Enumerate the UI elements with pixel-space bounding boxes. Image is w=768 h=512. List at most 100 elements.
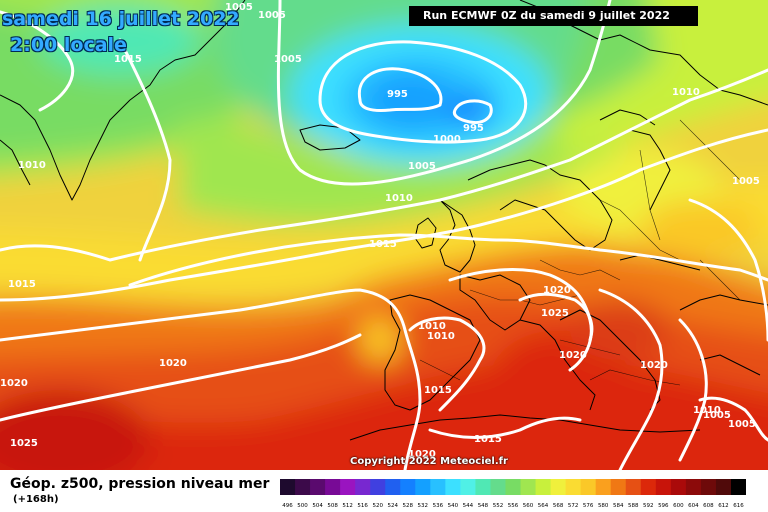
isobar-label: 995 [463, 123, 484, 134]
legend-tick-label: 500 [297, 503, 308, 509]
legend-swatch [415, 479, 431, 495]
legend-swatch [565, 479, 582, 495]
legend-tick-label: 524 [387, 503, 398, 509]
legend-swatch [700, 479, 717, 495]
copyright: Copyright 2022 Meteociel.fr [350, 456, 508, 467]
isobar-label: 1020 [640, 360, 668, 371]
isobar-label: 1005 [728, 419, 756, 430]
isobar-label: 1015 [474, 434, 502, 445]
isobar-label: 1025 [541, 308, 569, 319]
legend-swatch [460, 479, 476, 495]
parameter-label: Géop. z500, pression niveau mer [10, 476, 270, 492]
isobar-label: 1015 [424, 385, 452, 396]
legend-tick-label: 568 [553, 503, 564, 509]
color-legend: 496 500 504 508 512 516 520 524 528 532 536 540 544 5… [280, 479, 746, 509]
isobar-label: 1005 [703, 410, 731, 421]
legend-swatch [430, 479, 446, 495]
legend-swatch [535, 479, 552, 495]
isobar-label: 995 [387, 89, 408, 100]
legend-swatch [640, 479, 657, 495]
legend-swatch [385, 479, 401, 495]
legend-swatch [310, 479, 326, 495]
legend-tick-label: 580 [598, 503, 609, 509]
legend-tick-label: 608 [703, 503, 714, 509]
legend-tick-label: 504 [312, 503, 323, 509]
legend-tick-label: 552 [493, 503, 504, 509]
legend-swatch [595, 479, 612, 495]
legend-tick-label: 596 [658, 503, 669, 509]
legend-tick-label: 592 [643, 503, 654, 509]
legend-swatch [445, 479, 461, 495]
isobar-label: 1010 [18, 160, 46, 171]
isobars [0, 0, 768, 470]
run-info: Run ECMWF 0Z du samedi 9 juillet 2022 [409, 6, 698, 26]
isobar-label: 1010 [418, 321, 446, 332]
isobar-label: 1005 [732, 176, 760, 187]
isobar-label: 1005 [274, 54, 302, 65]
legend-tick-label: 508 [327, 503, 338, 509]
legend-swatch [550, 479, 567, 495]
legend-swatch [655, 479, 672, 495]
legend-swatch [670, 479, 687, 495]
legend-swatch [355, 479, 371, 495]
isobar-label: 1015 [114, 54, 142, 65]
lead-time-label: (+168h) [13, 494, 59, 505]
legend-tick-label: 560 [523, 503, 534, 509]
legend-swatch [505, 479, 522, 495]
isobar-labels: 1005 1005 1015 995 995 1000 1005 1010 10… [0, 2, 760, 449]
isobar-label: 1025 [10, 438, 38, 449]
legend-tick-label: 536 [433, 503, 444, 509]
isobar-label: 1010 [693, 405, 721, 416]
legend-swatch [730, 479, 746, 495]
isobar-label: 1020 [408, 449, 436, 460]
legend-tick-label: 528 [403, 503, 414, 509]
legend-tick-label: 604 [688, 503, 699, 509]
legend-swatch [490, 479, 506, 495]
legend-tick-label: 616 [733, 503, 744, 509]
isobar-label: 1005 [258, 10, 286, 21]
legend-tick-label: 516 [357, 503, 368, 509]
legend-swatch [685, 479, 702, 495]
legend-tick-label: 556 [508, 503, 519, 509]
legend-swatch [625, 479, 642, 495]
legend-swatch [520, 479, 537, 495]
legend-tick-label: 588 [628, 503, 639, 509]
legend-tick-label: 564 [538, 503, 549, 509]
legend-tick-label: 544 [463, 503, 474, 509]
legend-swatch [340, 479, 356, 495]
isobar-label: 1005 [225, 2, 253, 13]
legend-swatch [610, 479, 627, 495]
legend-tick-label: 496 [282, 503, 293, 509]
isobar-label: 1005 [408, 161, 436, 172]
pressure-map: 1005 1005 1015 995 995 1000 1005 1010 10… [0, 0, 768, 470]
isobar-label: 1000 [433, 134, 461, 145]
legend-swatch [715, 479, 732, 495]
isobar-label: 1020 [159, 358, 187, 369]
valid-time: 2:00 locale [10, 34, 127, 56]
legend-tick-label: 612 [718, 503, 729, 509]
isobar-label: 1020 [543, 285, 571, 296]
legend-swatch [280, 479, 296, 495]
legend-tick-label: 584 [613, 503, 624, 509]
legend-tick-label: 548 [478, 503, 489, 509]
legend-tick-label: 512 [342, 503, 353, 509]
legend-swatch [400, 479, 416, 495]
legend-swatch [325, 479, 341, 495]
isobar-label: 1010 [427, 331, 455, 342]
legend-swatch [295, 479, 311, 495]
isobar-label: 1010 [672, 87, 700, 98]
isobar-label: 1015 [8, 279, 36, 290]
isobar-label: 1010 [385, 193, 413, 204]
legend-tick-label: 600 [673, 503, 684, 509]
legend-tick-label: 540 [448, 503, 459, 509]
coastlines [0, 0, 768, 441]
legend-tick-label: 532 [418, 503, 429, 509]
legend-swatch [580, 479, 597, 495]
legend-swatch [475, 479, 491, 495]
legend-swatch [370, 479, 386, 495]
isobar-label: 1020 [0, 378, 28, 389]
valid-date: samedi 16 juillet 2022 [2, 8, 240, 30]
legend-tick-label: 572 [568, 503, 579, 509]
geopotential-field [0, 0, 768, 470]
